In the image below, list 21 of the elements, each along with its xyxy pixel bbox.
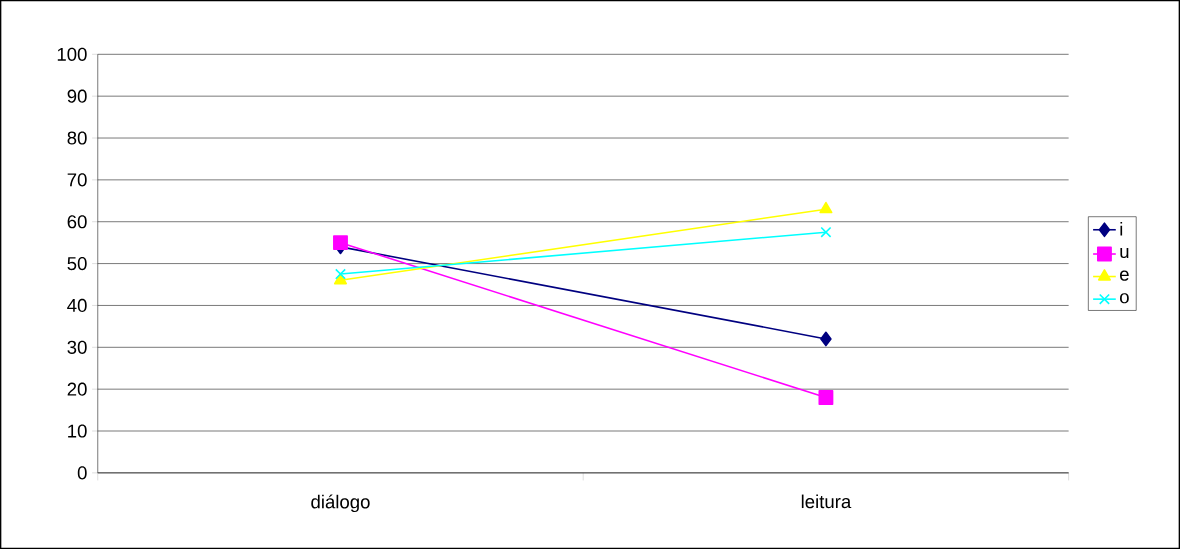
y-tick-label: 70 [67,173,87,187]
x-tick-label: leitura [801,494,852,509]
y-tick-label: 50 [67,256,87,271]
y-tick-label: 80 [67,131,87,145]
y-tick-label: 30 [67,340,87,354]
legend-label: u [1120,248,1129,259]
y-tick-label: 0 [77,466,87,480]
y-tick-label: 20 [67,382,87,396]
point [333,235,348,251]
y-tick-label: 90 [67,89,87,103]
y-tick-label: 100 [57,47,87,61]
y-tick-label: 10 [68,424,87,438]
legend-label: o [1120,293,1129,304]
point [818,390,834,405]
legend-label: i [1120,221,1123,236]
point [820,331,832,347]
y-tick-label: 60 [67,215,87,229]
x-tick-label: diálogo [311,494,370,513]
legend-label: e [1120,270,1129,281]
point [820,226,832,238]
y-tick-label: 40 [67,298,87,312]
